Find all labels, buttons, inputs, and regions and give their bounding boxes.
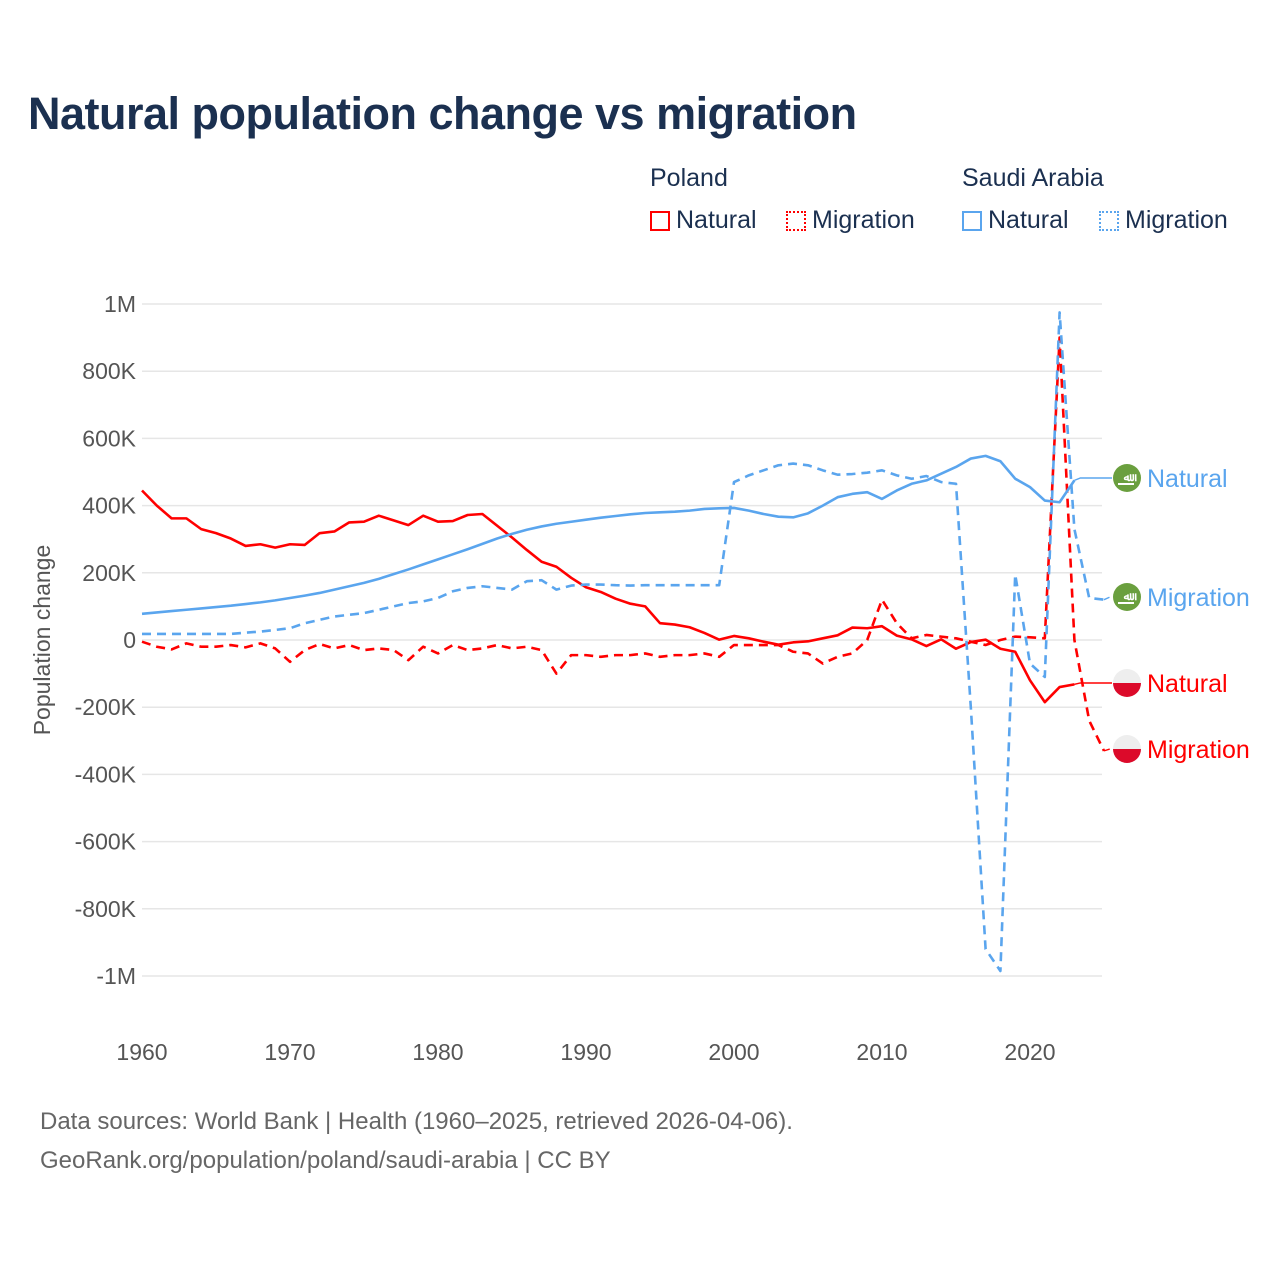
legend-label: Natural: [988, 206, 1069, 234]
y-tick-label: -1M: [96, 963, 136, 989]
legend-label: Natural: [676, 206, 757, 234]
y-tick-label: 200K: [82, 560, 136, 586]
y-tick-label: 1M: [104, 291, 136, 317]
legend-item-poland-natural[interactable]: Natural: [650, 206, 757, 235]
poland-flag-red-half: [1113, 683, 1141, 697]
poland-flag-red-half: [1113, 749, 1141, 763]
flag-sword-icon: [1118, 483, 1134, 485]
legend-item-saudi-natural[interactable]: Natural: [962, 206, 1069, 235]
end-label-poland-natural: Natural: [1147, 670, 1228, 698]
y-tick-label: 400K: [82, 493, 136, 519]
legend-swatch: [650, 210, 670, 231]
legend-swatch: [1099, 210, 1119, 231]
legend-label: Migration: [812, 206, 915, 234]
flag-sword-icon: [1118, 602, 1134, 604]
x-tick-label: 2010: [856, 1039, 907, 1065]
x-tick-label: 1970: [264, 1039, 315, 1065]
end-label-poland-migration: Migration: [1147, 736, 1250, 764]
x-tick-label: 1980: [412, 1039, 463, 1065]
y-tick-label: 600K: [82, 425, 136, 451]
y-tick-label: -400K: [75, 761, 137, 787]
footer-sources: Data sources: World Bank | Health (1960–…: [40, 1108, 793, 1135]
label-connector: [1103, 748, 1112, 752]
legend-group-poland: Poland: [650, 164, 728, 192]
footer-url[interactable]: GeoRank.org/population/poland/saudi-arab…: [40, 1147, 611, 1174]
y-tick-label: 0: [123, 627, 136, 653]
y-tick-label: -200K: [75, 694, 137, 720]
end-label-saudi-arabia-natural: Natural: [1147, 465, 1228, 493]
label-connector: [1103, 596, 1112, 601]
end-label-saudi-arabia-migration: Migration: [1147, 584, 1250, 612]
legend-label: Migration: [1125, 206, 1228, 234]
y-tick-label: -800K: [75, 896, 137, 922]
legend-item-poland-migration[interactable]: Migration: [786, 206, 915, 235]
y-tick-label: -600K: [75, 829, 137, 855]
legend-group-saudi-arabia: Saudi Arabia: [962, 164, 1104, 192]
x-tick-label: 2020: [1004, 1039, 1055, 1065]
x-tick-label: 2000: [708, 1039, 759, 1065]
series-line-poland-migration: [141, 336, 1106, 752]
legend-swatch: [962, 210, 982, 231]
chart-title: Natural population change vs migration: [28, 88, 857, 139]
y-tick-label: 800K: [82, 358, 136, 384]
series-line-saudi-arabia-migration: [142, 311, 1105, 973]
label-connector: [1074, 682, 1112, 686]
legend-item-saudi-migration[interactable]: Migration: [1099, 206, 1228, 235]
y-axis-label: Population change: [29, 545, 55, 736]
x-tick-label: 1990: [560, 1039, 611, 1065]
series-line-poland-natural: [141, 489, 1075, 704]
legend-swatch: [786, 210, 806, 231]
x-tick-label: 1960: [116, 1039, 167, 1065]
label-connector: [1074, 477, 1112, 482]
series-line-saudi-arabia-natural: [141, 454, 1076, 616]
